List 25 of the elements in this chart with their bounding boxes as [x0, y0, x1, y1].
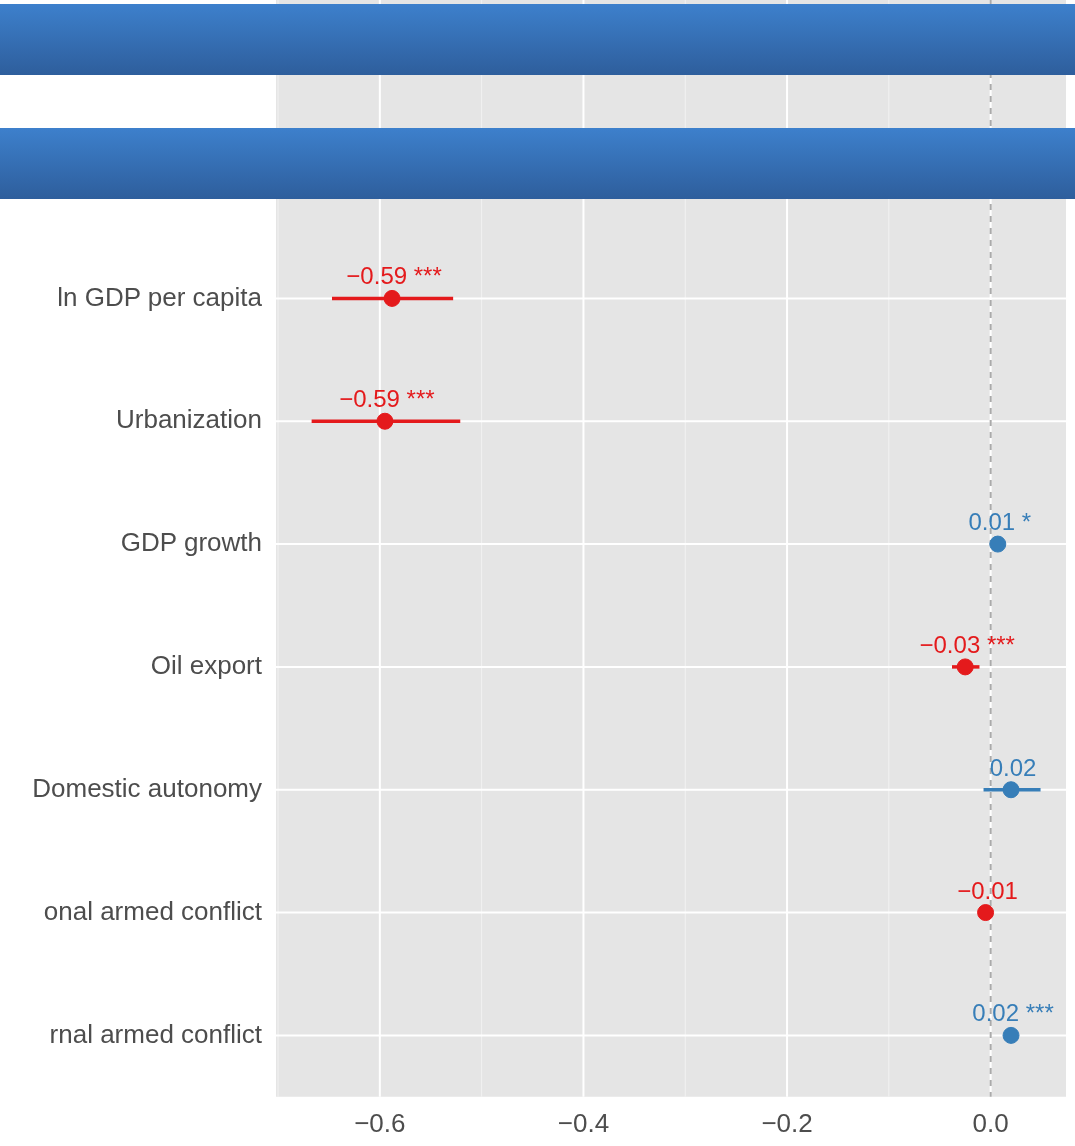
point [1002, 1026, 1020, 1044]
data-label: 0.02 *** [972, 999, 1054, 1027]
point [956, 658, 974, 676]
data-label: −0.59 *** [346, 262, 442, 290]
y-tick-label: rnal armed conflict [49, 1018, 263, 1049]
point [376, 412, 394, 430]
x-tick-label: −0.6 [354, 1107, 406, 1138]
data-label: 0.02 [989, 753, 1037, 781]
y-tick-label: Urbanization [116, 404, 262, 435]
data-label: −0.59 *** [339, 385, 435, 413]
point [383, 289, 401, 307]
data-label: −0.03 *** [919, 630, 1015, 658]
y-tick-label: Domestic autonomy [32, 772, 262, 803]
x-tick-label: −0.2 [761, 1107, 813, 1138]
y-tick-label: onal armed conflict [43, 895, 263, 926]
y-tick-label: ln GDP per capita [57, 281, 263, 312]
data-label: −0.01 [957, 876, 1018, 904]
data-label: 0.01 * [968, 508, 1032, 536]
point [1002, 781, 1020, 799]
x-tick-label: 0.0 [972, 1107, 1009, 1138]
y-tick-label: GDP growth [120, 527, 262, 558]
point [977, 904, 995, 922]
point [989, 535, 1007, 553]
y-tick-label: Oil export [150, 650, 263, 681]
x-tick-label: −0.4 [557, 1107, 610, 1138]
